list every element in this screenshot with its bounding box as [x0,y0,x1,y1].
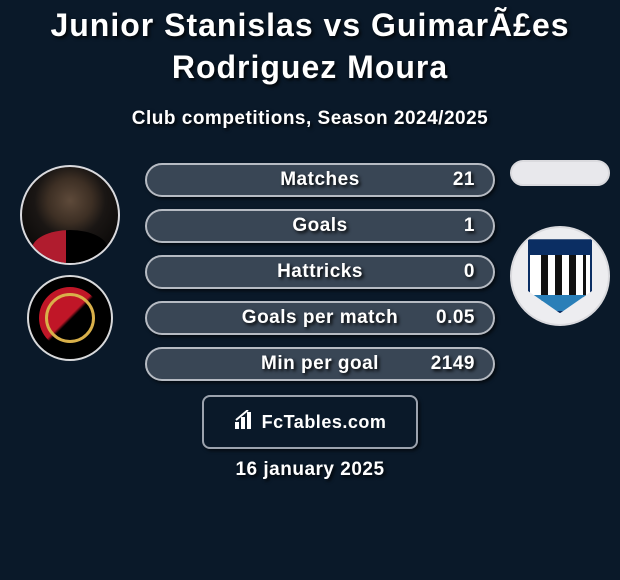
stat-label: Goals [147,215,493,237]
stat-value: 2149 [431,353,475,375]
stat-label: Hattricks [147,261,493,283]
date-line: 16 january 2025 [10,459,610,481]
stat-label: Matches [147,169,493,191]
subtitle: Club competitions, Season 2024/2025 [10,108,610,130]
chart-icon [234,410,256,435]
player2-flag [510,160,610,186]
stat-value: 0.05 [436,307,475,329]
brand-box: FcTables.com [202,395,418,449]
stat-row-gpm: Goals per match 0.05 [145,301,495,335]
stat-row-goals: Goals 1 [145,209,495,243]
player2-club-badge [510,226,610,326]
comparison-row: Matches 21 Goals 1 Hattricks 0 Goals per… [10,160,610,381]
stats-column: Matches 21 Goals 1 Hattricks 0 Goals per… [145,160,495,381]
stat-row-hattricks: Hattricks 0 [145,255,495,289]
stat-row-mpg: Min per goal 2149 [145,347,495,381]
player1-club-badge [27,275,113,361]
brand-text: FcTables.com [262,412,387,433]
player1-photo [20,165,120,265]
player2-column [510,160,610,326]
stat-value: 21 [453,169,475,191]
stat-value: 1 [464,215,475,237]
stat-row-matches: Matches 21 [145,163,495,197]
stat-value: 0 [464,261,475,283]
page-title: Junior Stanislas vs GuimarÃ£es Rodriguez… [10,5,610,88]
player1-column [10,160,130,361]
